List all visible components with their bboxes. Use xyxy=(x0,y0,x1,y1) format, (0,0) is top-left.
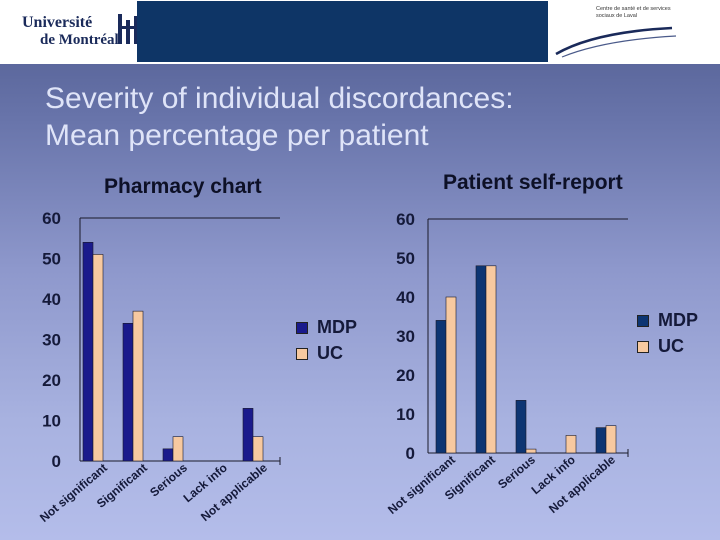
self-report-bar-uc-4 xyxy=(565,435,577,454)
legend-label-mdp: MDP xyxy=(658,310,698,330)
university-name-line1: Université xyxy=(22,14,93,31)
pharmacy-y-tick-label: 60 xyxy=(42,209,61,228)
self-report-y-tick-label: 0 xyxy=(406,444,415,463)
pharmacy-y-tick-label: 20 xyxy=(42,371,61,390)
self-report-y-tick-label: 30 xyxy=(396,327,415,346)
pharmacy-y-tick-label: 10 xyxy=(42,412,61,431)
legend-label-mdp: MDP xyxy=(317,317,357,337)
patient-self-report-legend: MDP UC xyxy=(637,310,720,363)
legend-item-mdp: MDP xyxy=(296,317,386,344)
pharmacy-bar-uc-1 xyxy=(92,254,104,462)
slide-header: Université de Montréal Centre de santé e… xyxy=(0,0,720,64)
self-report-y-tick-label: 60 xyxy=(396,210,415,229)
swoosh-logo-icon xyxy=(555,26,677,58)
pharmacy-y-tick-label: 40 xyxy=(42,290,61,309)
self-report-category-label: Not significant xyxy=(385,453,458,517)
universite-de-montreal-logo: Université de Montréal xyxy=(22,10,138,54)
self-report-bar-mdp-1 xyxy=(435,320,447,454)
header-band xyxy=(137,1,548,62)
pharmacy-category-label: Not significant xyxy=(37,461,110,525)
self-report-y-tick-label: 20 xyxy=(396,366,415,385)
pharmacy-bar-mdp-3 xyxy=(162,448,174,462)
patient-self-report-chart-title: Patient self-report xyxy=(443,171,623,194)
self-report-y-tick-label: 40 xyxy=(396,288,415,307)
legend-item-uc: UC xyxy=(637,336,720,363)
pharmacy-bar-uc-2 xyxy=(132,310,144,462)
university-emblem-icon xyxy=(118,14,138,44)
pharmacy-chart-legend: MDP UC xyxy=(296,317,386,370)
self-report-bar-uc-5 xyxy=(605,425,617,454)
legend-item-mdp: MDP xyxy=(637,310,720,337)
pharmacy-bar-uc-5 xyxy=(252,436,264,462)
legend-label-uc: UC xyxy=(317,343,343,363)
legend-item-uc: UC xyxy=(296,343,386,370)
pharmacy-bar-uc-3 xyxy=(172,436,184,462)
self-report-bar-uc-1 xyxy=(445,296,457,454)
self-report-y-tick-label: 50 xyxy=(396,249,415,268)
legend-swatch-uc xyxy=(296,348,308,360)
legend-swatch-mdp xyxy=(296,322,308,334)
university-name-line2: de Montréal xyxy=(40,32,119,48)
slide-title-line1: Severity of individual discordances: xyxy=(45,82,514,115)
slide-title: Severity of individual discordances: Mea… xyxy=(45,80,514,154)
legend-swatch-mdp xyxy=(637,315,649,327)
csss-laval-logo: Centre de santé et de services sociaux d… xyxy=(554,2,714,60)
pharmacy-bar-mdp-1 xyxy=(82,242,94,462)
partner-name: Centre de santé et de services sociaux d… xyxy=(596,6,671,19)
self-report-bar-uc-3 xyxy=(525,448,537,454)
legend-swatch-uc xyxy=(637,341,649,353)
pharmacy-y-tick-label: 0 xyxy=(52,452,61,471)
legend-label-uc: UC xyxy=(658,336,684,356)
self-report-bar-mdp-2 xyxy=(475,265,487,454)
self-report-bar-mdp-3 xyxy=(515,400,527,454)
pharmacy-y-tick-label: 30 xyxy=(42,331,61,350)
self-report-bar-mdp-5 xyxy=(595,427,607,454)
pharmacy-bar-mdp-5 xyxy=(242,408,254,462)
self-report-y-tick-label: 10 xyxy=(396,405,415,424)
pharmacy-y-tick-label: 50 xyxy=(42,250,61,269)
self-report-bar-uc-2 xyxy=(485,265,497,454)
pharmacy-bar-mdp-2 xyxy=(122,322,134,462)
pharmacy-chart-title: Pharmacy chart xyxy=(104,175,262,198)
slide-title-line2: Mean percentage per patient xyxy=(45,119,429,152)
